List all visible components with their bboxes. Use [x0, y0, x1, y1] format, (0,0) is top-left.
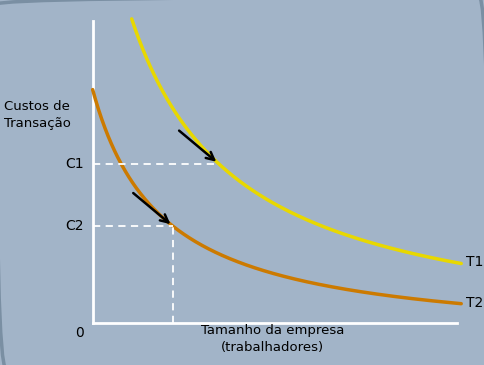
Text: C1: C1 [65, 157, 83, 170]
Text: T1: T1 [465, 255, 482, 269]
Text: T2: T2 [465, 296, 482, 310]
Text: C2: C2 [65, 219, 83, 233]
Text: Tamanho da empresa
(trabalhadores): Tamanho da empresa (trabalhadores) [200, 324, 343, 354]
Text: Custos de
Transação: Custos de Transação [4, 100, 71, 130]
Text: 0: 0 [75, 326, 83, 341]
